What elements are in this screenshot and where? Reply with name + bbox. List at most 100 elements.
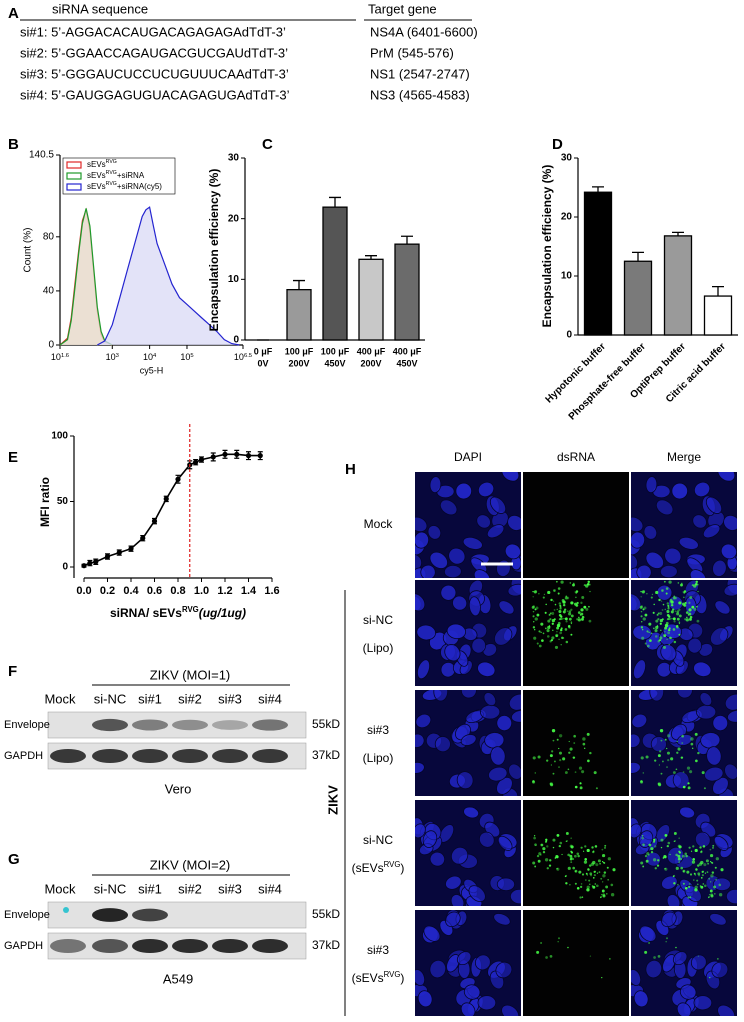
y-tick-label: 100 xyxy=(51,431,68,442)
signal xyxy=(718,883,722,887)
signal xyxy=(565,874,568,877)
nucleus xyxy=(511,709,521,723)
signal xyxy=(610,883,614,887)
text-segment: RVG xyxy=(182,605,199,614)
signal xyxy=(672,608,675,611)
bar xyxy=(394,243,420,341)
signal xyxy=(640,621,643,623)
blot-membrane xyxy=(47,901,307,929)
signal xyxy=(601,881,604,883)
lane-label: si#3 xyxy=(218,881,242,896)
signal xyxy=(562,637,565,639)
nucleus xyxy=(429,851,446,867)
x-tick-label: 200V xyxy=(360,358,381,368)
x-tick-label: 450V xyxy=(396,358,417,368)
micrograph xyxy=(631,800,737,906)
x-tick-label: 200V xyxy=(288,358,309,368)
lane-label: si#1 xyxy=(138,691,162,706)
nucleus xyxy=(477,995,497,1011)
signal xyxy=(701,874,704,877)
panel-label: G xyxy=(8,851,20,868)
nucleus xyxy=(678,536,699,550)
signal xyxy=(558,602,562,605)
nucleus xyxy=(460,690,477,699)
signal xyxy=(550,598,553,602)
signal xyxy=(703,863,707,867)
micrograph xyxy=(631,910,737,1016)
nucleus xyxy=(420,564,436,578)
signal xyxy=(534,772,536,774)
signal xyxy=(667,759,670,762)
blot-band xyxy=(92,749,128,763)
signal xyxy=(720,868,724,872)
signal xyxy=(697,955,700,957)
signal xyxy=(704,884,707,888)
signal xyxy=(599,862,601,865)
signal xyxy=(594,845,598,848)
nucleus xyxy=(689,569,707,578)
x-tick-label: 100 μF xyxy=(321,346,350,356)
blot-row-label: GAPDH xyxy=(4,940,43,952)
signal xyxy=(600,896,602,898)
signal xyxy=(585,879,587,881)
text-segment: 5 xyxy=(190,353,193,359)
signal xyxy=(669,853,671,856)
signal xyxy=(685,611,689,615)
signal xyxy=(651,593,654,596)
signal xyxy=(677,857,681,861)
signal xyxy=(580,608,584,612)
signal xyxy=(554,603,557,606)
blot-band xyxy=(252,719,288,731)
x-axis-label: siRNA/ sEVsRVG(ug/1ug) xyxy=(110,605,246,621)
nucleus xyxy=(727,709,737,723)
nucleus xyxy=(720,543,737,560)
micrograph xyxy=(523,690,629,796)
signal xyxy=(639,605,643,609)
blot-band xyxy=(50,749,86,763)
signal xyxy=(567,946,569,949)
point xyxy=(140,535,146,541)
signal xyxy=(588,605,590,608)
signal xyxy=(594,870,596,873)
signal xyxy=(566,596,570,600)
signal xyxy=(556,855,559,859)
signal xyxy=(581,770,585,774)
signal xyxy=(576,886,580,890)
signal xyxy=(678,861,681,864)
signal xyxy=(678,622,681,625)
signal xyxy=(662,603,665,606)
signal xyxy=(576,618,579,621)
signal xyxy=(572,583,575,587)
panel-label: C xyxy=(262,136,273,153)
line xyxy=(83,453,261,567)
cell-line: A549 xyxy=(163,971,193,986)
signal xyxy=(578,616,580,619)
signal xyxy=(653,956,656,959)
signal xyxy=(690,737,694,741)
signal xyxy=(555,633,559,637)
signal xyxy=(672,628,676,631)
signal xyxy=(674,840,676,842)
signal xyxy=(577,618,581,622)
nucleus xyxy=(724,763,737,780)
nucleus xyxy=(714,600,731,615)
signal xyxy=(686,870,690,874)
y-tick-label: 20 xyxy=(228,213,240,224)
signal xyxy=(705,859,709,863)
nucleus xyxy=(416,624,436,641)
x-tick-label: 1.0 xyxy=(194,585,209,597)
micrograph xyxy=(415,910,521,1016)
signal xyxy=(655,590,659,595)
nucleus xyxy=(631,733,641,748)
signal xyxy=(537,755,541,759)
signal xyxy=(534,865,537,868)
signal xyxy=(680,866,684,870)
signal xyxy=(686,616,688,619)
signal xyxy=(538,593,540,595)
nucleus xyxy=(712,559,727,577)
nucleus xyxy=(415,516,428,533)
signal xyxy=(558,751,562,755)
signal xyxy=(567,626,571,629)
signal xyxy=(535,606,539,610)
signal xyxy=(673,882,676,885)
